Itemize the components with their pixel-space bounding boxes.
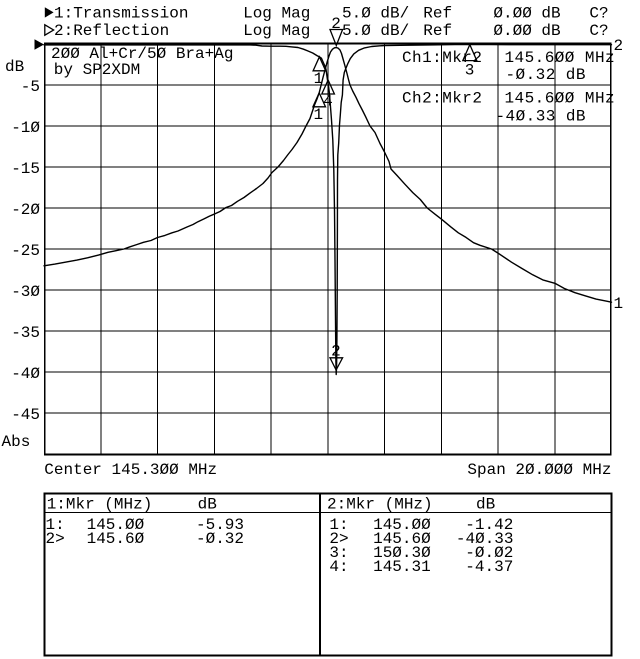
svg-text:C?: C? [589,5,608,23]
svg-text:3: 3 [465,62,475,80]
svg-text:2:Reflection: 2:Reflection [54,22,169,40]
svg-text:Ch1:Mkr2: Ch1:Mkr2 [402,49,482,67]
svg-text:15Ø.3Ø: 15Ø.3Ø [373,544,431,562]
svg-text:2: 2 [614,37,624,55]
svg-text:145.6ØØ MHz: 145.6ØØ MHz [505,49,616,67]
svg-text:5.Ø dB/: 5.Ø dB/ [342,5,409,23]
svg-text:-15: -15 [11,160,40,178]
svg-text:-5: -5 [21,78,40,96]
svg-text:1: 1 [614,295,624,313]
svg-text:145.ØØ: 145.ØØ [373,516,431,534]
svg-text:Span 2Ø.ØØØ MHz: Span 2Ø.ØØØ MHz [467,461,611,479]
svg-text:-3Ø: -3Ø [11,283,40,301]
svg-text:3:: 3: [329,544,348,562]
svg-text:C?: C? [589,22,608,40]
svg-text:Ø.ØØ dB: Ø.ØØ dB [493,22,560,40]
svg-text:-4.37: -4.37 [465,558,513,576]
svg-text:Center 145.3ØØ MHz: Center 145.3ØØ MHz [44,461,217,479]
svg-text:2:Mkr (MHz): 2:Mkr (MHz) [327,496,433,514]
svg-text:-4Ø.33 dB: -4Ø.33 dB [496,108,586,126]
svg-text:dB: dB [198,496,217,514]
svg-text:-35: -35 [11,324,40,342]
svg-text:2>: 2> [46,530,65,548]
svg-text:Log Mag: Log Mag [243,5,310,23]
svg-text:dB: dB [5,58,24,76]
svg-text:by SP2XDM: by SP2XDM [54,61,140,79]
svg-text:Ref: Ref [423,22,452,40]
svg-text:2>: 2> [329,530,348,548]
svg-text:Ch2:Mkr2: Ch2:Mkr2 [402,90,482,108]
svg-text:-5.93: -5.93 [196,516,244,534]
svg-text:-1.42: -1.42 [465,516,513,534]
svg-text:-4Ø.33: -4Ø.33 [456,530,514,548]
svg-text:145.6Ø: 145.6Ø [87,530,145,548]
svg-text:-25: -25 [11,242,40,260]
svg-text:4:: 4: [329,558,348,576]
svg-text:2: 2 [331,15,341,33]
svg-text:5.Ø dB/: 5.Ø dB/ [342,22,409,40]
svg-text:-Ø.32 dB: -Ø.32 dB [506,66,586,84]
svg-text:Abs: Abs [2,433,31,451]
svg-text:-Ø.Ø2: -Ø.Ø2 [465,544,513,562]
svg-text:145.6Ø: 145.6Ø [373,530,431,548]
svg-text:-45: -45 [11,406,40,424]
svg-text:4: 4 [323,93,333,111]
svg-text:2: 2 [331,343,341,361]
svg-text:1:Mkr (MHz): 1:Mkr (MHz) [47,496,153,514]
svg-text:1:Transmission: 1:Transmission [54,5,188,23]
svg-text:145.6ØØ MHz: 145.6ØØ MHz [505,90,616,108]
svg-text:1: 1 [314,70,324,88]
svg-text:-4Ø: -4Ø [11,365,40,383]
svg-text:-2Ø: -2Ø [11,201,40,219]
svg-text:Ø.ØØ dB: Ø.ØØ dB [493,5,560,23]
svg-text:dB: dB [476,496,495,514]
svg-text:1:: 1: [329,516,348,534]
svg-text:-1Ø: -1Ø [11,119,40,137]
svg-text:1: 1 [313,106,323,124]
svg-text:Ref: Ref [423,5,452,23]
svg-text:145.31: 145.31 [373,558,431,576]
svg-text:Log Mag: Log Mag [243,22,310,40]
svg-text:145.ØØ: 145.ØØ [87,516,145,534]
svg-text:-Ø.32: -Ø.32 [196,530,244,548]
svg-text:2ØØ Al+Cr/5Ø Bra+Ag: 2ØØ Al+Cr/5Ø Bra+Ag [51,45,233,63]
svg-text:1:: 1: [46,516,65,534]
